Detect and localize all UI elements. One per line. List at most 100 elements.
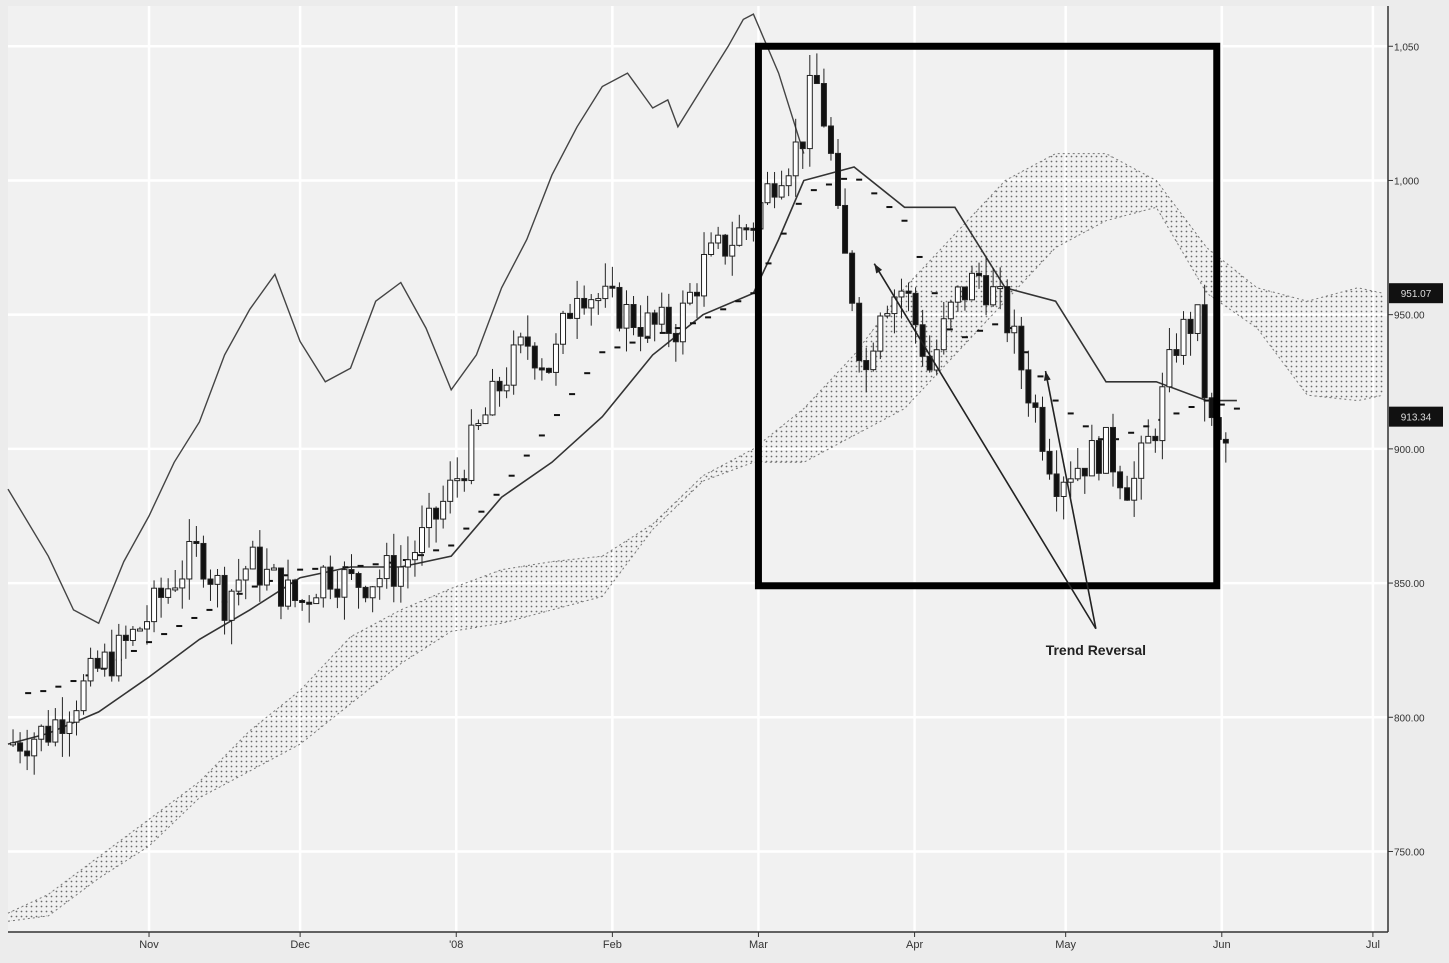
candlestick (637, 305, 644, 352)
candlestick (503, 367, 510, 399)
candlestick (383, 542, 390, 589)
candle-body-up (764, 183, 771, 204)
candlestick (658, 292, 665, 333)
candle-body-down (545, 367, 552, 373)
kijun-sen-line (7, 166, 1237, 745)
candlestick (397, 545, 404, 603)
candlestick (602, 263, 609, 308)
annotation-arrow (1044, 370, 1097, 629)
candle-body-up (419, 527, 425, 554)
candle-body-down (292, 579, 299, 602)
candlestick (701, 232, 708, 307)
candlestick (80, 674, 87, 715)
candlestick (510, 330, 517, 395)
candlestick (567, 303, 574, 320)
candlestick (968, 265, 975, 301)
y-tick-label: 1,050 (1394, 42, 1419, 53)
candlestick (630, 295, 637, 336)
candlestick (954, 285, 961, 312)
candle-body-down (672, 332, 679, 343)
x-tick-label: '08 (449, 939, 463, 951)
candlestick (1039, 396, 1046, 461)
candle-body-up (990, 286, 997, 306)
candle-body-down (849, 252, 856, 304)
candlestick (1046, 438, 1053, 480)
candlestick (538, 358, 545, 381)
chikou-span-line (7, 13, 805, 625)
candle-body-up (1138, 442, 1145, 479)
candle-body-up (968, 272, 975, 301)
candlestick (122, 625, 129, 659)
candlestick (1081, 467, 1088, 494)
candle-body-down (362, 586, 369, 599)
candlestick (940, 302, 947, 355)
candlestick (743, 224, 750, 241)
candle-body-up (341, 569, 348, 598)
candlestick (933, 339, 940, 376)
candlestick (517, 332, 524, 354)
candle-body-down (630, 304, 637, 329)
candlestick (560, 310, 567, 355)
candle-body-down (827, 125, 834, 154)
candlestick (616, 282, 623, 332)
candle-body-down (496, 380, 503, 392)
candlestick (221, 566, 228, 635)
indicator-lines (7, 13, 1240, 745)
candlestick (454, 457, 461, 498)
candlestick (545, 367, 552, 374)
candlestick (877, 312, 884, 360)
candlestick (158, 577, 165, 618)
candlestick (433, 506, 440, 543)
candlestick (912, 287, 919, 344)
x-tick-label: Jul (1366, 939, 1380, 951)
x-tick-label: Mar (749, 939, 768, 951)
candlestick (165, 578, 172, 604)
candlestick (686, 283, 693, 306)
candlestick (496, 376, 503, 407)
candlestick (1018, 316, 1025, 389)
candlestick (292, 578, 299, 608)
candlestick (341, 561, 348, 620)
x-tick-label: Jun (1213, 939, 1231, 951)
candle-body-up (426, 507, 433, 529)
candle-body-down (461, 478, 468, 482)
annotation-arrow (873, 263, 1097, 630)
candlestick (1131, 461, 1138, 517)
highlight-box-group (754, 42, 1221, 590)
candle-body-up (870, 350, 877, 371)
candle-body-down (524, 336, 531, 347)
candlestick (588, 294, 595, 326)
candle-body-down (1173, 349, 1180, 356)
candlestick (404, 536, 411, 589)
candle-body-up (1067, 478, 1074, 483)
candle-body-up (482, 414, 489, 425)
candle-body-down (567, 312, 574, 319)
candlestick (73, 700, 80, 736)
candle-body-up (1180, 318, 1187, 356)
candle-body-up (679, 302, 686, 343)
candle-body-down (835, 152, 842, 206)
candle-body-down (221, 574, 228, 621)
candle-body-up (249, 546, 256, 570)
candle-body-up (503, 384, 510, 392)
candlestick (1025, 350, 1032, 417)
candlestick (419, 505, 425, 566)
x-tick-label: Feb (603, 939, 622, 951)
candlestick (813, 53, 820, 85)
candle-body-up (186, 540, 193, 580)
candle-body-up (31, 738, 38, 757)
candlestick (1222, 432, 1229, 463)
candlestick (947, 299, 954, 330)
candle-body-down (45, 725, 52, 743)
candle-body-down (863, 360, 870, 371)
candlestick (863, 347, 870, 393)
candle-body-up (235, 579, 242, 592)
candle-body-up (80, 680, 87, 712)
senkou-span-a-line (7, 153, 1384, 914)
candle-body-down (24, 750, 31, 757)
candlestick (299, 598, 306, 611)
candle-body-up (602, 285, 609, 300)
candlestick (172, 569, 179, 593)
y-tick-label: 750.00 (1394, 847, 1425, 858)
